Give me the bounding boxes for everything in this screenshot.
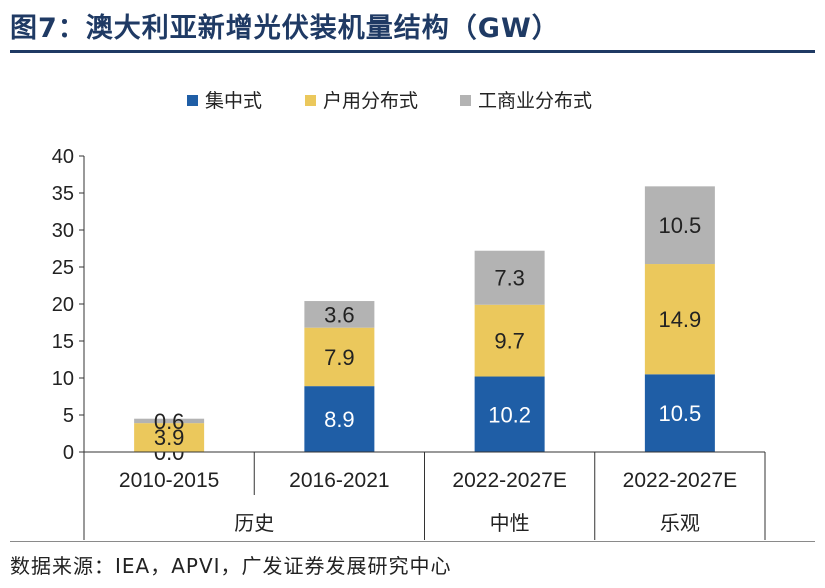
data-label: 0.6 <box>154 409 185 434</box>
data-label: 14.9 <box>658 307 701 332</box>
data-label: 8.9 <box>324 407 355 432</box>
x-group-label: 乐观 <box>660 511 700 535</box>
data-label: 10.2 <box>488 402 531 427</box>
data-label: 9.7 <box>494 329 525 354</box>
bar-segment <box>474 376 545 452</box>
x-group-label: 历史 <box>234 511 274 535</box>
x-tick-label: 2022-2027E <box>452 469 566 492</box>
y-tick-label: 0 <box>63 442 74 464</box>
data-label: 10.5 <box>658 213 701 238</box>
data-label: 7.9 <box>324 345 355 370</box>
x-group-label: 中性 <box>490 511 530 535</box>
legend-swatch-2 <box>305 95 316 106</box>
x-tick-label: 2022-2027E <box>623 469 737 492</box>
bar-segment <box>134 418 205 424</box>
bar-segment <box>304 301 375 328</box>
footer-divider <box>10 541 815 542</box>
bar-segment <box>474 250 545 305</box>
bar-segment <box>644 186 715 265</box>
legend-label-1: 集中式 <box>205 90 262 112</box>
y-tick-label: 40 <box>52 146 74 168</box>
y-tick-label: 35 <box>52 183 74 205</box>
data-label: 7.3 <box>494 266 525 291</box>
bar-segment <box>134 423 205 452</box>
bar-segment <box>644 374 715 452</box>
title-divider <box>10 50 815 53</box>
y-tick-label: 15 <box>52 331 74 353</box>
bar-segment <box>644 264 715 375</box>
page-title: 图7：澳大利亚新增光伏装机量结构（GW） <box>10 13 560 44</box>
bar-segment <box>304 327 375 387</box>
data-label: 3.9 <box>154 425 185 450</box>
source-note: 数据来源：IEA，APVI，广发证券发展研究中心 <box>10 554 452 578</box>
x-tick-label: 2016-2021 <box>289 469 389 492</box>
y-tick-label: 30 <box>52 220 74 242</box>
bar-segment <box>304 386 375 452</box>
y-tick-label: 5 <box>63 405 74 427</box>
legend-label-2: 户用分布式 <box>323 90 418 112</box>
bar-segment <box>474 304 545 377</box>
data-label: 10.5 <box>658 401 701 426</box>
data-label: 3.6 <box>324 302 355 327</box>
x-tick-label: 2010-2015 <box>119 469 219 492</box>
legend-swatch-3 <box>460 95 471 106</box>
y-tick-label: 25 <box>52 257 74 279</box>
y-tick-label: 20 <box>52 294 74 316</box>
legend-swatch-1 <box>187 95 198 106</box>
legend-label-3: 工商业分布式 <box>478 90 592 112</box>
y-tick-label: 10 <box>52 368 74 390</box>
